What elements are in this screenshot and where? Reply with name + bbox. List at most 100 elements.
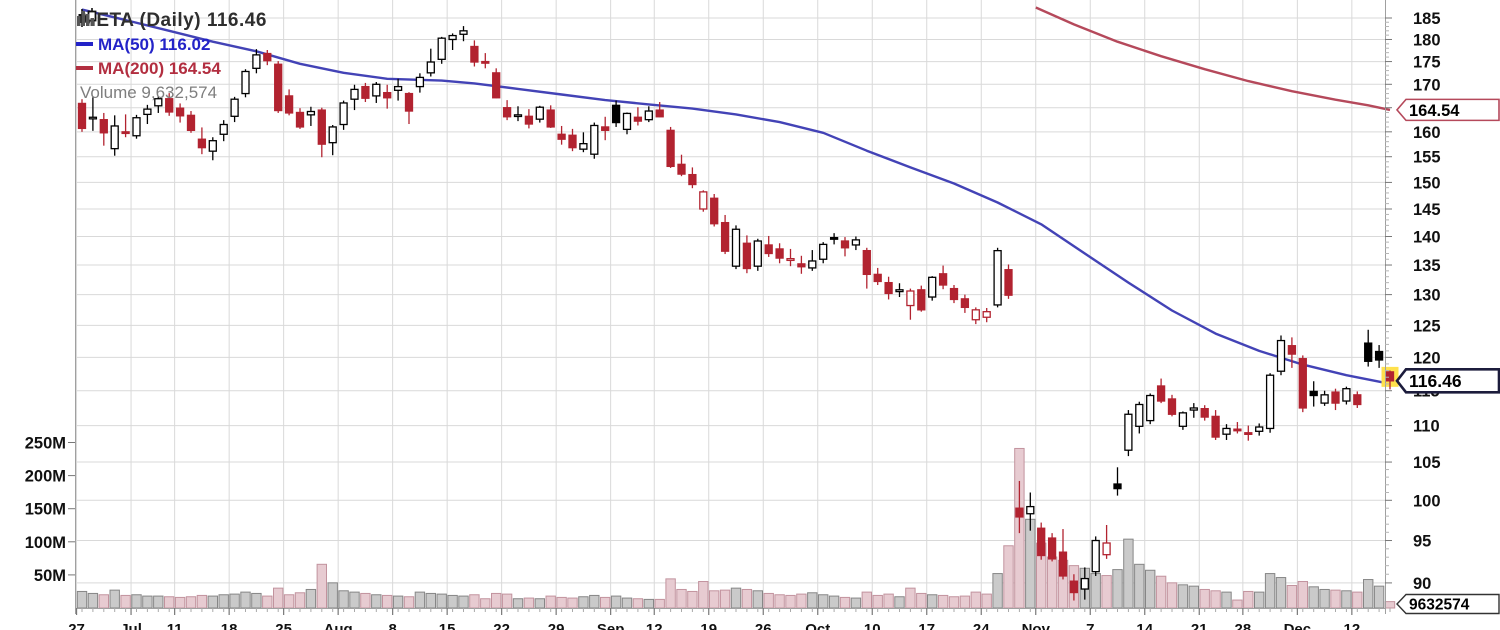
volume-label: Volume 9,632,574 [80, 82, 218, 102]
date-axis-label: 11 [167, 621, 183, 630]
candle [960, 298, 970, 309]
volume-bar [142, 595, 153, 609]
volume-bar [850, 597, 862, 609]
volume-bar [610, 595, 622, 609]
volume-bar [698, 581, 709, 609]
volume-bar [861, 591, 872, 609]
candle [165, 98, 174, 113]
ma200-line [1035, 6, 1391, 112]
volume-bar [828, 595, 840, 609]
volume-bar [262, 595, 273, 609]
volume-bar [1232, 599, 1243, 609]
candle [1015, 507, 1024, 518]
candle [306, 110, 316, 116]
price-axis-label: 125 [1413, 317, 1441, 335]
volume-bar [523, 597, 535, 609]
candle [372, 83, 381, 97]
date-axis-label: Oct [805, 621, 830, 630]
volume-bar [676, 588, 687, 609]
volume-bar [1101, 575, 1112, 609]
volume-bar [665, 578, 676, 609]
candle [1124, 413, 1133, 451]
volume-bar [1188, 585, 1199, 609]
volume-bar [229, 593, 240, 609]
candle [699, 191, 708, 210]
volume-bar [1123, 538, 1134, 609]
volume-bar [501, 593, 513, 609]
volume-bar [425, 592, 437, 609]
volume-bar [1264, 573, 1276, 609]
volume-bar [883, 593, 894, 609]
volume-bar [294, 592, 306, 609]
volume-axis-label: 50M [34, 567, 66, 585]
candle [121, 131, 130, 135]
tag-shape [1395, 98, 1500, 122]
candle [720, 221, 730, 252]
volume-bar [109, 589, 120, 609]
date-axis-label: Dec [1284, 621, 1312, 630]
volume-bar [643, 598, 654, 609]
volume-bar [959, 595, 971, 609]
volume-bar [741, 588, 753, 609]
candle [1276, 339, 1286, 372]
volume-axis-label: 100M [25, 534, 66, 552]
candle [404, 92, 414, 112]
candle [1091, 539, 1100, 573]
candle [197, 138, 207, 149]
volume-bar [687, 590, 698, 609]
date-axis-label: Sep [597, 621, 625, 630]
volume-bar [970, 591, 981, 609]
price-axis-label: 140 [1413, 229, 1441, 247]
volume-bar [589, 594, 600, 609]
volume-bar [1145, 569, 1156, 609]
candle [1102, 542, 1111, 556]
price-axis-label: 110 [1413, 418, 1440, 436]
volume-bar [371, 594, 382, 609]
candle [481, 60, 490, 64]
candle [492, 72, 501, 99]
volume-axis-label: 200M [25, 468, 66, 486]
candle [535, 106, 544, 120]
candle [666, 129, 675, 168]
volume-bar [785, 594, 796, 609]
volume-bar [992, 573, 1003, 609]
candle [263, 52, 272, 62]
volume-bar [360, 592, 371, 609]
candle [611, 104, 621, 124]
candle [1058, 551, 1068, 577]
volume-bar [1199, 588, 1210, 609]
candle [1004, 269, 1013, 296]
candle [393, 85, 403, 91]
candle [175, 107, 185, 117]
volume-bar [1243, 590, 1254, 609]
candle [99, 119, 108, 134]
volume-bar [491, 592, 502, 609]
volume-bar [556, 596, 567, 609]
date-axis-label: 25 [275, 621, 292, 630]
candle [88, 116, 98, 120]
candle [1385, 371, 1395, 382]
candle [993, 249, 1002, 306]
candle [470, 45, 479, 63]
candle [1287, 345, 1297, 355]
candle [786, 258, 795, 262]
candle [252, 54, 261, 69]
volume-bar [752, 590, 763, 609]
volume-bar [447, 594, 458, 609]
candle [710, 197, 719, 225]
candle [949, 287, 959, 301]
ma50-line [81, 8, 1391, 385]
volume-bar [545, 595, 556, 609]
date-axis-label: 10 [864, 621, 881, 630]
candle [426, 61, 435, 74]
volume-bar [600, 596, 611, 609]
volume-tag: 9632574 [1409, 597, 1470, 614]
volume-bar [927, 594, 938, 609]
volume-bar [273, 587, 284, 609]
candle [677, 163, 686, 175]
price-axis-label: 155 [1413, 149, 1441, 167]
candle [415, 76, 425, 88]
volume-bar [1319, 588, 1330, 609]
volume-bar [796, 593, 807, 609]
candle [1167, 398, 1177, 415]
